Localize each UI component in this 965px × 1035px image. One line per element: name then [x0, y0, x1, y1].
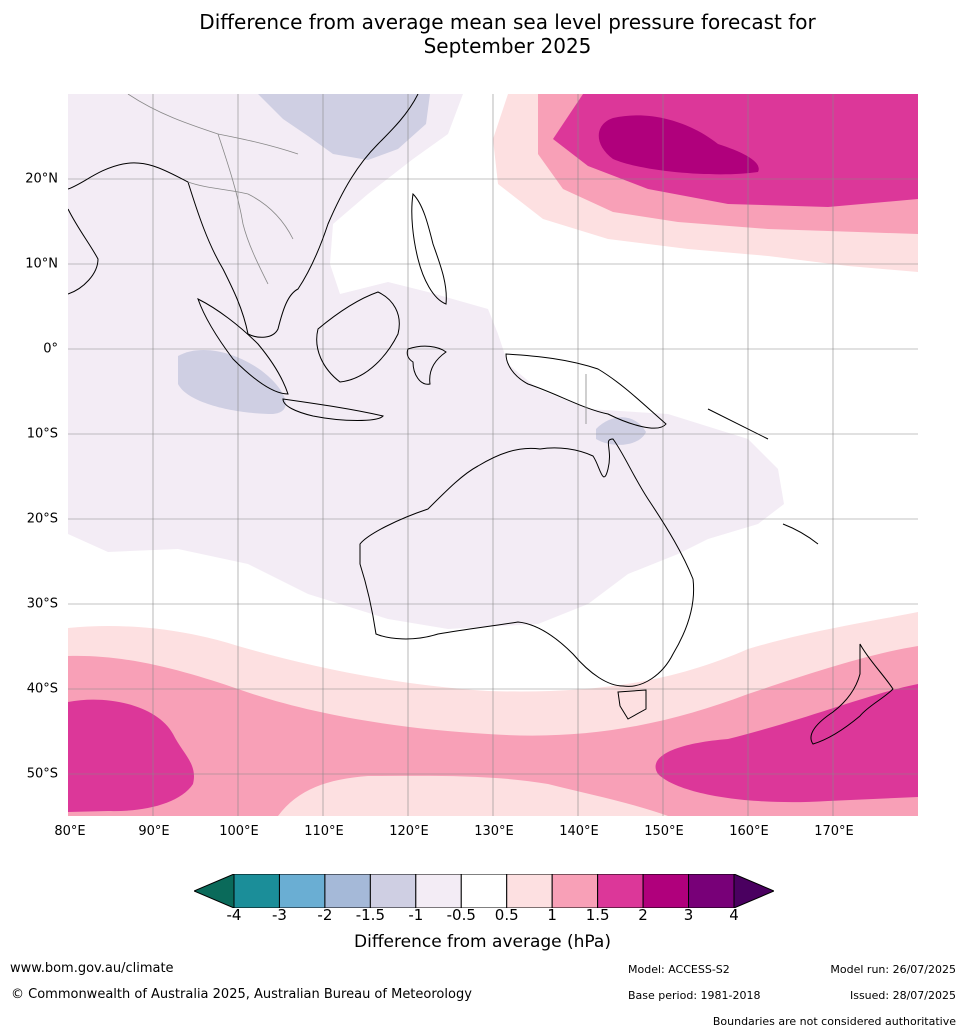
colorbar-swatch	[551, 873, 599, 909]
colorbar-swatch	[369, 873, 417, 909]
map-title: Difference from average mean sea level p…	[0, 10, 965, 58]
colorbar-swatch	[642, 873, 690, 909]
sumatra-coastline	[197, 298, 289, 395]
colorbar-tick-label: -4	[226, 906, 242, 924]
solomon-islands-coastline	[707, 408, 769, 440]
title-line-2: September 2025	[423, 34, 592, 58]
anomaly-region-southern-1.5-west	[68, 699, 194, 812]
borneo-coastline	[316, 291, 400, 383]
colorbar-swatch	[278, 873, 326, 909]
australia-coastline	[359, 438, 695, 687]
new-guinea-coastline	[505, 353, 667, 429]
lat-label-10n: 10°N	[25, 256, 58, 272]
java-coastline	[282, 398, 384, 421]
footer-website: www.bom.gov.au/climate	[10, 961, 174, 976]
colorbar-swatch	[415, 873, 462, 909]
colorbar-tick-label: -1	[408, 906, 424, 924]
lat-label-0: 0°	[43, 341, 58, 357]
footer-model-run: Model run: 26/07/2025	[830, 963, 956, 976]
colorbar-label: Difference from average (hPa)	[354, 932, 611, 952]
lat-label-50s: 50°S	[26, 766, 58, 782]
anomaly-region-southern-1.5-lower	[278, 775, 668, 816]
colorbar-tick-label: 0.5	[494, 906, 519, 924]
anomaly-region-sumatra	[178, 349, 286, 414]
footer-boundaries-note: Boundaries are not considered authoritat…	[712, 1015, 956, 1028]
footer-base-period: Base period: 1981-2018	[628, 989, 761, 1002]
map-canvas	[68, 94, 918, 816]
footer-model: Model: ACCESS-S2	[628, 963, 730, 976]
philippines-coastline	[411, 192, 447, 305]
colorbar-over-arrow	[733, 873, 776, 909]
colorbar-tick-label: 1.5	[585, 906, 610, 924]
colorbar-swatches	[192, 873, 776, 909]
lat-label-30s: 30°S	[26, 596, 58, 612]
new-zealand-coastline	[810, 643, 894, 745]
colorbar-tick-label: -1.5	[355, 906, 385, 924]
tasmania-coastline	[617, 689, 647, 720]
colorbar-swatch	[688, 873, 735, 909]
lon-label-150e: 150°E	[644, 824, 684, 839]
colorbar-under-arrow	[192, 873, 235, 909]
colorbar-swatch	[460, 873, 508, 909]
colorbar-swatch	[597, 873, 644, 909]
lon-label-80e: 80°E	[54, 824, 86, 839]
lon-label-110e: 110°E	[304, 824, 344, 839]
colorbar-tick-label: 4	[729, 906, 739, 924]
lon-label-90e: 90°E	[138, 824, 170, 839]
colorbar-tick-label: 1	[547, 906, 557, 924]
mainland-asia-coastline	[68, 94, 419, 338]
lon-label-120e: 120°E	[389, 824, 429, 839]
colorbar-swatch	[506, 873, 553, 909]
sulawesi-coastline	[406, 345, 447, 385]
footer-issued: Issued: 28/07/2025	[849, 989, 956, 1002]
colorbar-tick-label: 2	[638, 906, 648, 924]
lon-label-160e: 160°E	[729, 824, 769, 839]
lat-label-20s: 20°S	[26, 511, 58, 527]
anomaly-region-pacific-2	[598, 115, 759, 175]
colorbar	[192, 873, 776, 909]
india-coastline	[68, 208, 99, 295]
lon-label-130e: 130°E	[474, 824, 514, 839]
lat-label-10s: 10°S	[26, 426, 58, 442]
colorbar-swatch	[324, 873, 371, 909]
footer-copyright: © Commonwealth of Australia 2025, Austra…	[11, 987, 472, 1002]
colorbar-tick-label: -3	[271, 906, 287, 924]
lon-label-170e: 170°E	[814, 824, 854, 839]
colorbar-tick-label: -0.5	[446, 906, 476, 924]
lat-label-40s: 40°S	[26, 681, 58, 697]
colorbar-tick-label: 3	[683, 906, 694, 924]
anomaly-region-tropics-negative	[68, 94, 784, 629]
lon-label-140e: 140°E	[559, 824, 599, 839]
new-caledonia-coastline	[782, 523, 819, 545]
anomaly-region-southern-1.5-east	[655, 684, 918, 803]
anomaly-region-south-china-sea	[258, 94, 430, 160]
country-borders	[127, 94, 587, 424]
pressure-anomaly-map	[68, 94, 918, 816]
title-line-1: Difference from average mean sea level p…	[199, 10, 816, 34]
lon-label-100e: 100°E	[219, 824, 259, 839]
graticule	[68, 94, 918, 816]
lat-label-20n: 20°N	[25, 171, 58, 187]
colorbar-tick-label: -2	[317, 906, 333, 924]
colorbar-swatch	[233, 873, 280, 909]
